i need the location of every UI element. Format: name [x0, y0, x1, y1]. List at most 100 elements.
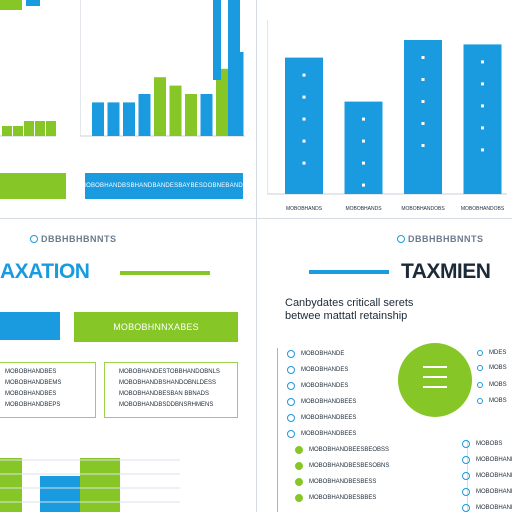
bar [169, 85, 182, 136]
section-label-text: DBBHBHBNNTS [41, 234, 117, 244]
bullet-icon [477, 382, 483, 388]
left-panel: MOBOBHANDBSBHANDBANDESBAYBESDOBNEBANDS D… [0, 0, 256, 512]
lower-list-item-label: MOBOBHANDES [476, 489, 512, 495]
bullet-icon [462, 504, 470, 512]
lower-list-item-label: MOBOBHANDES [476, 505, 512, 511]
bar [138, 94, 151, 136]
list-item-label: MOBOBHANDBEESBEOBSS [309, 447, 390, 453]
box-right-line-4: MOBOBHANDBSDDBNSRHMENS [119, 402, 214, 408]
bullet-icon [295, 494, 303, 502]
bar-marker [481, 126, 484, 130]
x-tick-label: MOBOBHANDS [286, 206, 323, 212]
bar [285, 57, 323, 194]
bullet-icon [295, 462, 303, 470]
box-right-line-2: MOBOBHANDBSHANDOBNLDESS [119, 380, 217, 386]
bar-marker [421, 78, 425, 81]
info-box-left: MOBOBHANDBES MOBOBHANDBEMS MOBOBHANDBES … [0, 362, 96, 418]
page-title-left: AXATION [0, 260, 90, 283]
logo-icon [30, 235, 38, 243]
bar-top-fragment [0, 0, 22, 10]
list-item[interactable]: MOBOBHANDE [287, 350, 344, 358]
section-label-right: DBBHBHBNNTS [397, 234, 484, 244]
bullet-icon [295, 446, 303, 454]
list-item[interactable]: MOBOBHANDBEES [287, 398, 356, 406]
bar-chart-top-right: MOBOBHANDS MOBOBHANDS MOBOBHANDOBS MOBOBHAN… [267, 20, 507, 212]
bar [35, 121, 45, 136]
x-tick-label: MOBOBHANDOBS [461, 206, 505, 212]
bar [463, 44, 502, 195]
info-box-right: MOBOBHANDESTOBBHANDOBNLS MOBOBHANDBSHAND… [104, 362, 238, 418]
bar [13, 126, 23, 136]
blue-button[interactable] [0, 312, 60, 340]
list-item-label: MOBOBHANDBEES [301, 415, 357, 421]
list-item[interactable]: MOBOBHANDBESBBES [295, 494, 376, 502]
lower-list-item[interactable]: MOBOBHANDES [462, 504, 512, 512]
bar-top-fragment [26, 0, 40, 6]
bar-marker [421, 56, 425, 59]
box-left-line-1: MOBOBHANDBES [5, 369, 57, 375]
lower-list-item[interactable]: MOBOBHANDES [462, 488, 512, 496]
bar-marker [302, 161, 306, 165]
list-item[interactable]: MOBOBHANDBESBESOBNS [295, 462, 389, 470]
bullet-icon [477, 398, 483, 404]
bullet-icon [287, 382, 295, 390]
box-right-line-3: MOBOBHANDBESBAN BBNADS [119, 391, 210, 397]
chart-banner-left [0, 173, 66, 199]
bar-marker [362, 161, 365, 165]
bar-tall [228, 0, 240, 136]
list-item[interactable]: MOBOBHANDES [287, 366, 348, 374]
right-panel: MOBOBHANDS MOBOBHANDS MOBOBHANDOBS MOBOBHAN… [257, 0, 512, 512]
divider [257, 218, 512, 219]
bullet-icon [287, 430, 295, 438]
lower-list-item[interactable]: MOBOBHANDES [462, 472, 512, 480]
mini-bar-chart-top-left [0, 0, 56, 137]
bar-marker [302, 139, 306, 143]
bar-marker [362, 183, 365, 187]
subtitle-line-2: betwee mattatl retainship [285, 310, 408, 322]
list-item[interactable]: MOBOBHANDBEES [287, 430, 356, 438]
bar [2, 126, 12, 136]
bullet-icon [477, 350, 483, 356]
bar [344, 101, 383, 194]
box-left-line-2: MOBOBHANDBEMS [5, 380, 62, 386]
bullet-icon [462, 488, 470, 496]
box-right-line-1: MOBOBHANDESTOBBHANDOBNLS [119, 369, 220, 375]
lower-list-item[interactable]: MOBOBS [462, 440, 502, 448]
bar [107, 102, 120, 136]
bullet-icon [287, 398, 295, 406]
bar-marker [421, 144, 425, 147]
lower-list-item[interactable]: MOBOBHANDES [462, 456, 512, 464]
list-item[interactable]: MOBOBHANDES [287, 382, 348, 390]
bar-marker [302, 73, 306, 77]
bullet-icon [462, 472, 470, 480]
bar [46, 121, 56, 136]
divider [0, 218, 256, 219]
list-item[interactable]: MOBOBHANDBEESBEOBSS [295, 446, 389, 454]
bar-marker [421, 100, 425, 103]
bar [120, 476, 160, 512]
pie-slice [398, 343, 472, 417]
bar-tall [213, 0, 221, 80]
subtitle-line-1: Canbydates criticall serets [285, 297, 414, 309]
section-label-text: DBBHBHBNNTS [408, 234, 484, 244]
green-button[interactable]: MOBOBHNNXABES [74, 312, 238, 342]
bar-marker [302, 117, 306, 121]
bar [154, 77, 166, 136]
chart-banner-center[interactable]: MOBOBHANDBSBHANDBANDESBAYBESDOBNEBANDS [81, 173, 247, 199]
list-item[interactable]: MOBOBHANDBEES [287, 414, 356, 422]
panel-divider [256, 0, 257, 512]
bar [185, 94, 197, 136]
bar [80, 458, 120, 512]
bar [92, 102, 104, 136]
bullet-icon [462, 440, 470, 448]
lower-list-item-label: MOBOBS [476, 441, 503, 447]
bar-marker [302, 95, 306, 99]
list-item-label: MOBOBHANDE [301, 351, 345, 357]
list-item[interactable]: MOBOBHANDBESBESS [295, 478, 376, 486]
list-connector [277, 348, 278, 512]
list-item-label: MOBOBHANDES [301, 367, 349, 373]
bar [404, 40, 442, 194]
bar-chart-top-center [80, 0, 245, 137]
lower-list-item-label: MOBOBHANDES [476, 473, 512, 479]
x-tick-label: MOBOBHANDS [345, 206, 382, 212]
